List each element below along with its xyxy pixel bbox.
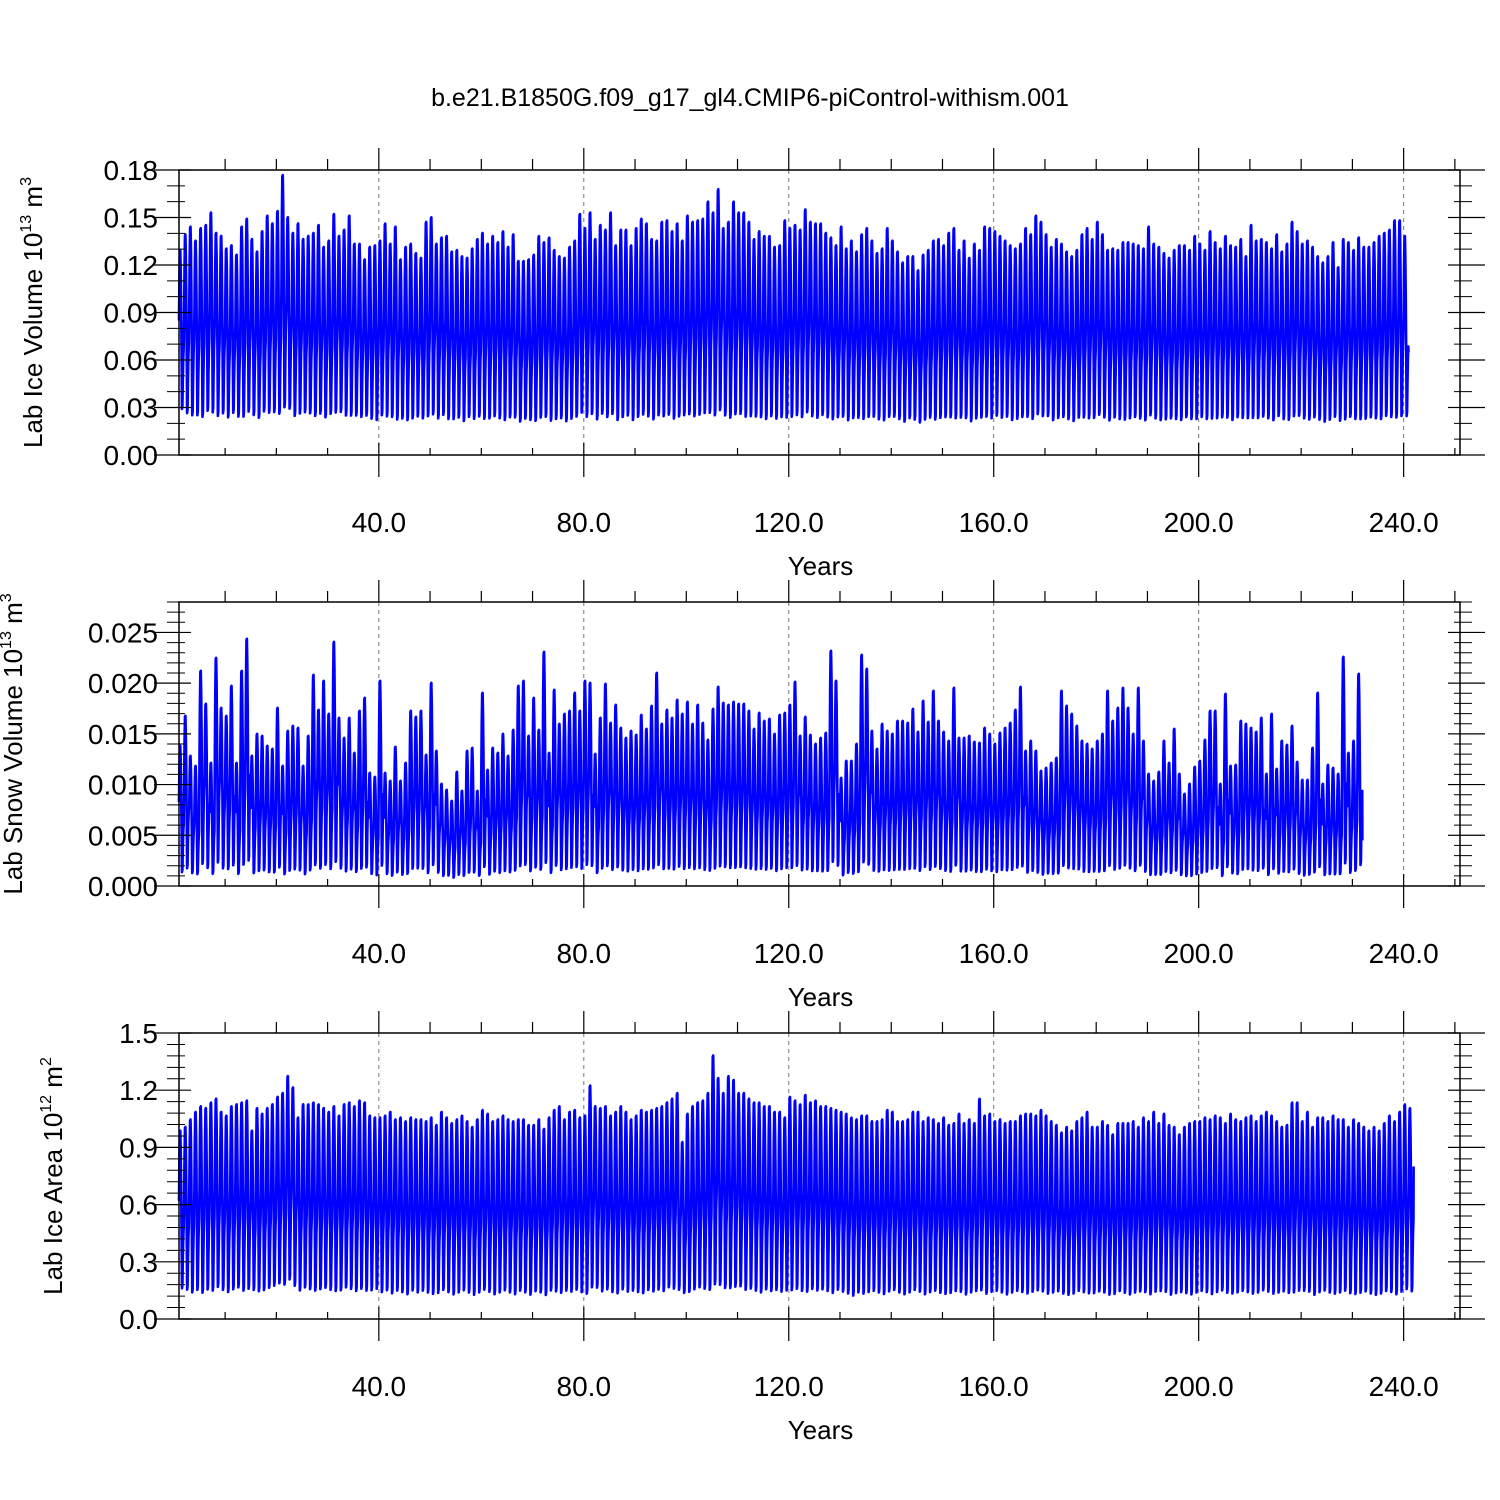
lab-ice-area-panel: 40.0 80.0 120.0 160.0 200.0 240.0 Years 0.0 0.3 0… bbox=[38, 1011, 1485, 1445]
x-tick-label: 160.0 bbox=[959, 938, 1029, 969]
panels: 40.0 80.0 120.0 160.0 200.0 240.0 Years 0.00 0.0… bbox=[0, 148, 1485, 1445]
y-tick-label: 0.015 bbox=[88, 719, 158, 750]
x-tick-label: 40.0 bbox=[352, 507, 407, 538]
x-axis-title: Years bbox=[788, 982, 854, 1012]
x-axis-title: Years bbox=[788, 1415, 854, 1445]
y-tick-label: 0.18 bbox=[104, 155, 159, 186]
x-tick-label: 40.0 bbox=[352, 1371, 407, 1402]
y-tick-label: 0.9 bbox=[119, 1132, 158, 1163]
y-tick-label: 0.025 bbox=[88, 617, 158, 648]
y-tick-label: 0.12 bbox=[104, 250, 159, 281]
y-tick-label: 0.000 bbox=[88, 871, 158, 902]
y-tick-label: 0.0 bbox=[119, 1304, 158, 1335]
y-axis-title: Lab Ice Volume 1013 m3 bbox=[18, 177, 48, 448]
y-tick-label: 0.6 bbox=[119, 1190, 158, 1221]
series-line bbox=[177, 1054, 1415, 1297]
x-axis-title: Years bbox=[788, 551, 854, 581]
x-tick-label: 120.0 bbox=[754, 507, 824, 538]
y-tick-label: 0.03 bbox=[104, 393, 159, 424]
series-line bbox=[177, 637, 1364, 879]
y-tick-label: 0.00 bbox=[104, 440, 159, 471]
x-tick-label: 160.0 bbox=[959, 1371, 1029, 1402]
plot-frame bbox=[178, 1032, 1461, 1320]
y-tick-label: 1.5 bbox=[119, 1018, 158, 1049]
x-tick-label: 240.0 bbox=[1369, 507, 1439, 538]
x-tick-label: 240.0 bbox=[1369, 1371, 1439, 1402]
series-line bbox=[177, 173, 1410, 424]
x-tick-label: 200.0 bbox=[1164, 507, 1234, 538]
x-tick-label: 160.0 bbox=[959, 507, 1029, 538]
x-tick-label: 120.0 bbox=[754, 1371, 824, 1402]
y-tick-label: 0.020 bbox=[88, 668, 158, 699]
x-tick-label: 80.0 bbox=[557, 938, 612, 969]
y-tick-label: 0.010 bbox=[88, 770, 158, 801]
y-tick-label: 0.15 bbox=[104, 203, 159, 234]
x-tick-label: 200.0 bbox=[1164, 938, 1234, 969]
x-tick-label: 80.0 bbox=[557, 1371, 612, 1402]
lab-ice-volume-panel: 40.0 80.0 120.0 160.0 200.0 240.0 Years 0.00 0.0… bbox=[18, 148, 1485, 581]
y-tick-label: 0.3 bbox=[119, 1247, 158, 1278]
y-tick-label: 0.06 bbox=[104, 345, 159, 376]
lab-snow-volume-panel: 40.0 80.0 120.0 160.0 200.0 240.0 Years 0.000 0.… bbox=[0, 580, 1485, 1012]
x-tick-label: 200.0 bbox=[1164, 1371, 1234, 1402]
x-tick-label: 240.0 bbox=[1369, 938, 1439, 969]
x-tick-label: 40.0 bbox=[352, 938, 407, 969]
figure-title: b.e21.B1850G.f09_g17_gl4.CMIP6-piControl… bbox=[431, 84, 1069, 112]
y-tick-label: 1.2 bbox=[119, 1075, 158, 1106]
x-tick-label: 120.0 bbox=[754, 938, 824, 969]
y-axis-title: Lab Snow Volume 1013 m3 bbox=[0, 593, 28, 894]
y-tick-label: 0.09 bbox=[104, 298, 159, 329]
x-tick-label: 80.0 bbox=[557, 507, 612, 538]
y-axis-title: Lab Ice Area 1012 m2 bbox=[38, 1057, 68, 1295]
y-tick-label: 0.005 bbox=[88, 820, 158, 851]
